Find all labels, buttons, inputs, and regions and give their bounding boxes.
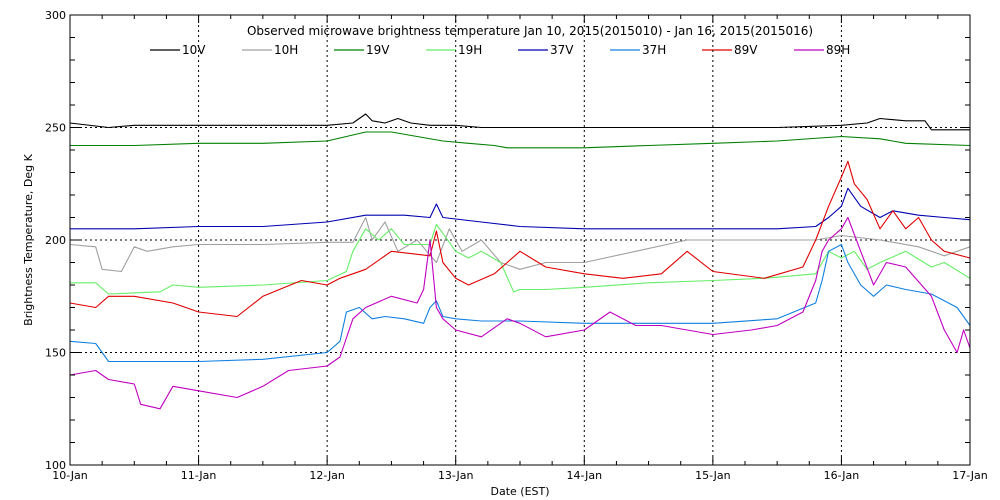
y-tick-label: 150 [45, 347, 66, 360]
legend-label-37v: 37V [550, 43, 574, 57]
y-tick-label: 100 [45, 459, 66, 472]
x-tick-label: 16-Jan [824, 469, 860, 482]
x-tick-label: 11-Jan [181, 469, 217, 482]
x-tick-label: 14-Jan [567, 469, 603, 482]
series-line-19h [70, 223, 971, 295]
y-tick-label: 200 [45, 234, 66, 247]
x-tick-label: 15-Jan [695, 469, 731, 482]
series-line-37h [69, 243, 971, 363]
series-line-19v [70, 131, 971, 149]
y-tick-label: 300 [45, 9, 66, 22]
legend-label-89h: 89H [826, 43, 850, 57]
y-axis-label: Brightness Temperature, Deg K [22, 153, 35, 325]
x-tick-label: 13-Jan [438, 469, 474, 482]
legend-label-37h: 37H [642, 43, 666, 57]
series-layer [69, 113, 971, 410]
grid-lines [70, 15, 970, 465]
series-line-37v [70, 187, 971, 230]
legend: 10V 10H 19V 19H 37V 37H 89V 89H [150, 43, 850, 57]
series-line-10h [69, 216, 971, 273]
series-line-89h [69, 216, 971, 410]
legend-label-89v: 89V [734, 43, 758, 57]
legend-label-19v: 19V [366, 43, 390, 57]
y-axis: 100 150 200 250 300 [45, 9, 970, 472]
x-tick-label: 10-Jan [52, 469, 88, 482]
x-axis: 10-Jan 11-Jan 12-Jan 13-Jan 14-Jan 15-Jan 16-J… [52, 15, 988, 482]
chart-title: Observed microwave brightness temperatur… [247, 24, 813, 38]
x-tick-label: 12-Jan [309, 469, 345, 482]
series-line-10v [69, 113, 970, 131]
x-tick-label: 17-Jan [952, 469, 988, 482]
y-tick-label: 250 [45, 122, 66, 135]
legend-label-10v: 10V [182, 43, 206, 57]
legend-label-10h: 10H [274, 43, 298, 57]
series-line-89v [69, 160, 971, 318]
legend-label-19h: 19H [458, 43, 482, 57]
x-axis-label: Date (EST) [490, 485, 549, 498]
